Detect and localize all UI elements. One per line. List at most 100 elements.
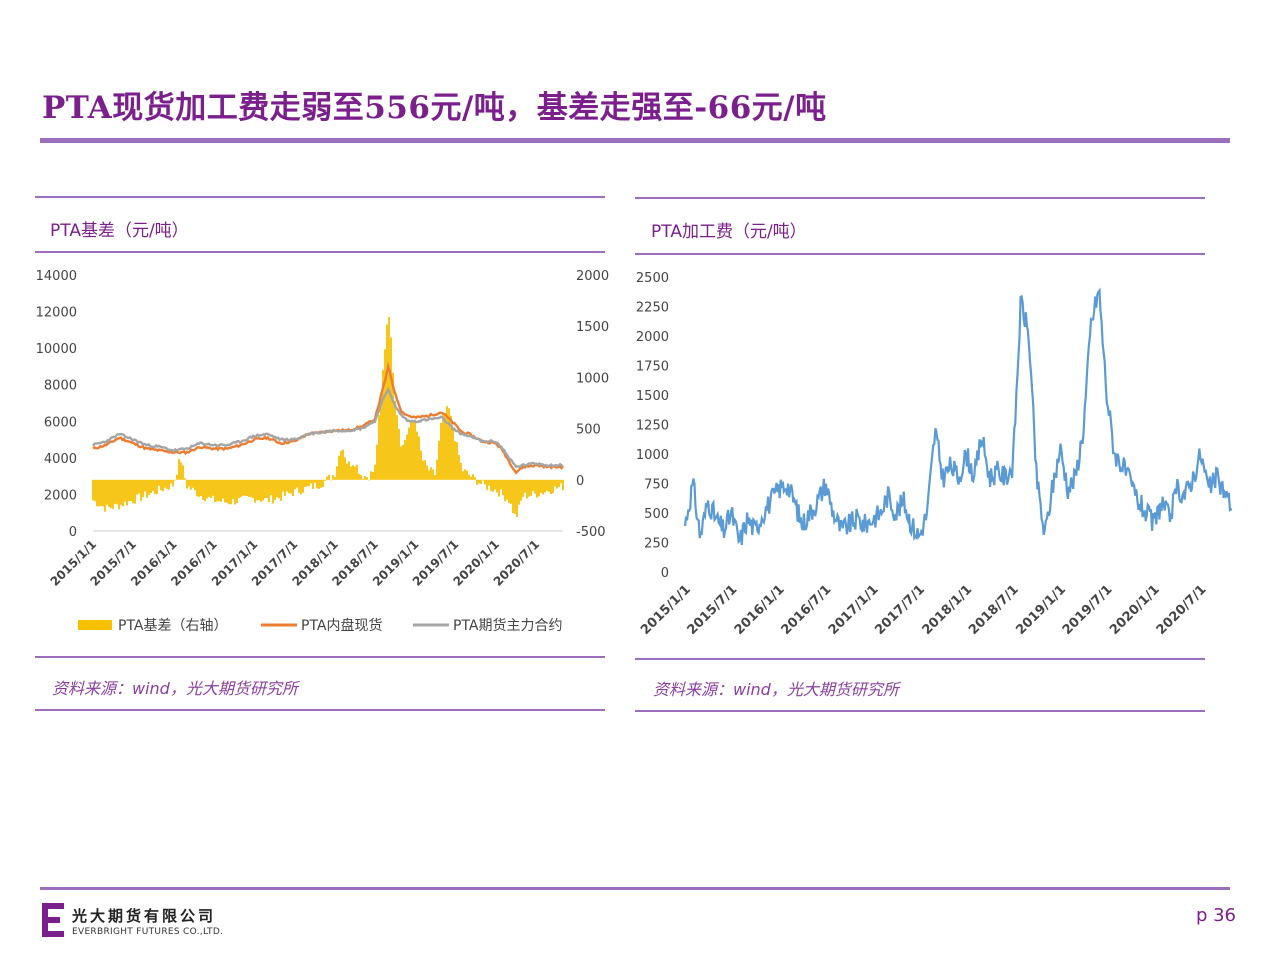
legend-label: PTA期货主力合约	[453, 617, 562, 634]
basis-bar	[284, 479, 286, 497]
basis-bar	[268, 479, 270, 503]
basis-bar	[258, 479, 260, 501]
right-panel-top-rule	[635, 197, 1205, 199]
basis-bar	[334, 477, 336, 480]
basis-bar	[190, 479, 192, 490]
basis-bar	[394, 400, 396, 480]
basis-bar	[358, 473, 360, 480]
basis-bar	[226, 479, 228, 503]
basis-bar	[560, 479, 562, 484]
fee-y-tick-label: 500	[644, 507, 669, 522]
left-panel-source: 资料来源：wind，光大期货研究所	[52, 679, 298, 698]
basis-bar	[274, 479, 276, 500]
basis-bar	[294, 479, 296, 490]
basis-right-tick-label: 0	[576, 474, 584, 489]
basis-bar	[504, 479, 506, 502]
basis-bar	[466, 470, 468, 480]
basis-bar	[536, 479, 538, 498]
basis-bar	[476, 479, 478, 485]
basis-bar	[506, 479, 508, 500]
basis-bar	[174, 479, 176, 481]
basis-bar	[192, 479, 194, 488]
basis-bar	[348, 461, 350, 480]
basis-bar	[332, 475, 334, 480]
basis-right-tick-label: 1000	[576, 371, 609, 386]
basis-bar	[168, 479, 170, 490]
basis-bar	[356, 464, 358, 480]
basis-bar	[194, 479, 196, 491]
basis-bar	[232, 479, 234, 500]
basis-bar	[330, 479, 332, 481]
basis-left-tick-label: 8000	[44, 379, 77, 394]
basis-bar	[304, 479, 306, 487]
basis-bar	[214, 479, 216, 503]
basis-bar	[494, 479, 496, 490]
fee-x-tick-label: 2016/7/1	[779, 582, 835, 638]
basis-bar	[484, 479, 486, 485]
fee-y-tick-label: 0	[661, 566, 669, 581]
basis-left-tick-label: 4000	[44, 452, 77, 467]
basis-bar	[442, 412, 444, 480]
page-number: p 36	[1195, 905, 1236, 926]
basis-bar	[534, 479, 536, 494]
basis-left-tick-label: 0	[69, 525, 77, 540]
basis-bar	[156, 479, 158, 495]
basis-bar	[404, 440, 406, 480]
basis-bar	[366, 477, 368, 480]
basis-bar	[142, 479, 144, 498]
basis-bar	[410, 421, 412, 480]
basis-bar	[288, 479, 290, 494]
basis-bar	[502, 479, 504, 496]
right-panel-title-rule	[635, 253, 1205, 255]
basis-bar	[398, 429, 400, 480]
basis-bar	[206, 479, 208, 499]
basis-bar	[562, 479, 564, 491]
fee-x-tick-label: 2015/7/1	[685, 582, 741, 638]
basis-bar	[444, 413, 446, 480]
basis-bar	[360, 474, 362, 480]
basis-bar	[308, 479, 310, 487]
basis-bar	[328, 474, 330, 480]
basis-bar	[182, 465, 184, 480]
basis-bar	[128, 479, 130, 502]
basis-bar	[208, 479, 210, 497]
basis-bar	[374, 464, 376, 480]
fee-x-tick-label: 2020/1/1	[1107, 582, 1163, 638]
basis-bar	[276, 479, 278, 498]
basis-bar	[282, 479, 284, 492]
basis-bar	[470, 476, 472, 480]
footer-divider	[40, 887, 1230, 890]
basis-bar	[212, 479, 214, 496]
basis-bar	[460, 462, 462, 480]
basis-bar	[548, 479, 550, 492]
basis-bar	[522, 479, 524, 498]
basis-bar	[424, 460, 426, 480]
basis-bar	[386, 324, 388, 480]
fee-y-tick-label: 1000	[636, 448, 669, 463]
basis-bar	[108, 479, 110, 507]
basis-bar	[124, 479, 126, 502]
basis-bar	[228, 479, 230, 505]
basis-bar	[188, 479, 190, 487]
basis-bar	[270, 479, 272, 496]
basis-bar	[418, 436, 420, 480]
right-panel-source-rule	[635, 710, 1205, 712]
basis-bar	[112, 479, 114, 509]
fee-y-tick-label: 2500	[636, 271, 669, 286]
basis-bar	[500, 479, 502, 490]
basis-bar	[540, 479, 542, 493]
basis-bar	[402, 444, 404, 480]
basis-bar	[468, 474, 470, 480]
right-panel-bottom-rule	[635, 658, 1205, 660]
basis-bar	[526, 479, 528, 499]
basis-bar	[378, 415, 380, 480]
basis-bar	[450, 415, 452, 480]
basis-bar	[198, 479, 200, 497]
basis-bar	[260, 479, 262, 502]
basis-bar	[302, 479, 304, 493]
basis-bar	[376, 444, 378, 480]
basis-bar	[116, 479, 118, 505]
basis-bar	[544, 479, 546, 493]
basis-bar	[324, 479, 326, 481]
basis-bar	[462, 471, 464, 480]
